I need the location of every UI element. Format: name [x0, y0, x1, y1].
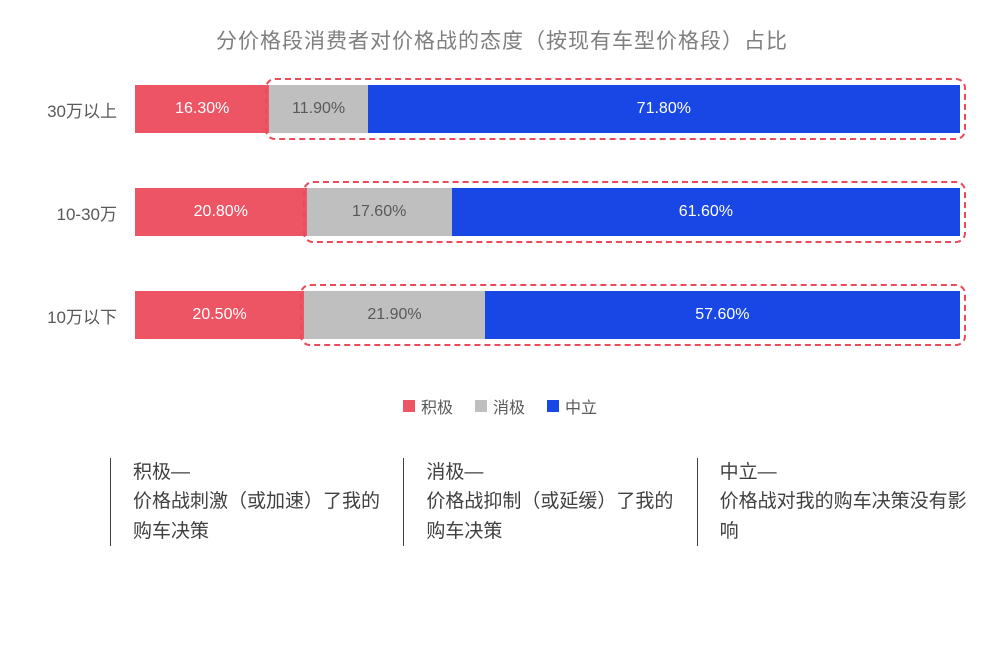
- bar-value-label: 61.60%: [679, 203, 733, 221]
- bar-value-label: 16.30%: [175, 100, 229, 118]
- legend-swatch: [403, 400, 415, 412]
- legend-item-negative: 消极: [475, 394, 525, 418]
- bar-value-label: 57.60%: [695, 306, 749, 324]
- legend-swatch: [547, 400, 559, 412]
- bar-segment-negative: 11.90%: [269, 85, 367, 133]
- y-axis-label: 10万以下: [40, 303, 135, 328]
- bar-row: 10万以下 20.50% 21.90% 57.60%: [40, 291, 960, 339]
- bar-row: 30万以上 16.30% 11.90% 71.80%: [40, 85, 960, 133]
- legend-item-positive: 积极: [403, 394, 453, 418]
- bar-value-label: 20.50%: [192, 306, 246, 324]
- y-axis-label: 30万以上: [40, 97, 135, 122]
- bar-segment-positive: 16.30%: [135, 85, 269, 133]
- legend-item-neutral: 中立: [547, 394, 597, 418]
- plot-area: 30万以上 16.30% 11.90% 71.80% 10-30万 20.80%…: [40, 85, 960, 418]
- bar-segment-neutral: 61.60%: [452, 188, 960, 236]
- bar-value-label: 21.90%: [367, 306, 421, 324]
- legend: 积极 消极 中立: [40, 394, 960, 418]
- definition-text: 价格战刺激（或加速）了我的购车决策: [133, 491, 380, 541]
- bar-value-label: 71.80%: [637, 100, 691, 118]
- definition-positive: 积极— 价格战刺激（或加速）了我的购车决策: [110, 458, 403, 546]
- bar-track: 20.80% 17.60% 61.60%: [135, 188, 960, 236]
- legend-label: 中立: [565, 394, 597, 418]
- bar-segment-positive: 20.80%: [135, 188, 307, 236]
- definition-title: 中立—: [720, 458, 968, 487]
- bar-row: 10-30万 20.80% 17.60% 61.60%: [40, 188, 960, 236]
- bar-value-label: 17.60%: [352, 203, 406, 221]
- definition-neutral: 中立— 价格战对我的购车决策没有影响: [697, 458, 990, 546]
- legend-label: 积极: [421, 394, 453, 418]
- bar-segment-neutral: 57.60%: [485, 291, 960, 339]
- definitions: 积极— 价格战刺激（或加速）了我的购车决策 消极— 价格战抑制（或延缓）了我的购…: [110, 458, 990, 546]
- bar-segment-positive: 20.50%: [135, 291, 304, 339]
- bar-value-label: 11.90%: [292, 100, 345, 118]
- chart-title: 分价格段消费者对价格战的态度（按现有车型价格段）占比: [40, 25, 964, 55]
- bar-segment-negative: 17.60%: [307, 188, 452, 236]
- legend-label: 消极: [493, 394, 525, 418]
- definition-text: 价格战抑制（或延缓）了我的购车决策: [426, 491, 673, 541]
- definition-negative: 消极— 价格战抑制（或延缓）了我的购车决策: [403, 458, 696, 546]
- legend-swatch: [475, 400, 487, 412]
- bar-value-label: 20.80%: [194, 203, 248, 221]
- bar-track: 20.50% 21.90% 57.60%: [135, 291, 960, 339]
- definition-text: 价格战对我的购车决策没有影响: [720, 491, 967, 541]
- definition-title: 消极—: [426, 458, 674, 487]
- bar-track: 16.30% 11.90% 71.80%: [135, 85, 960, 133]
- definition-title: 积极—: [133, 458, 381, 487]
- y-axis-label: 10-30万: [40, 200, 135, 225]
- bar-segment-neutral: 71.80%: [368, 85, 960, 133]
- chart-container: 分价格段消费者对价格战的态度（按现有车型价格段）占比 30万以上 16.30% …: [0, 0, 1004, 672]
- bar-segment-negative: 21.90%: [304, 291, 485, 339]
